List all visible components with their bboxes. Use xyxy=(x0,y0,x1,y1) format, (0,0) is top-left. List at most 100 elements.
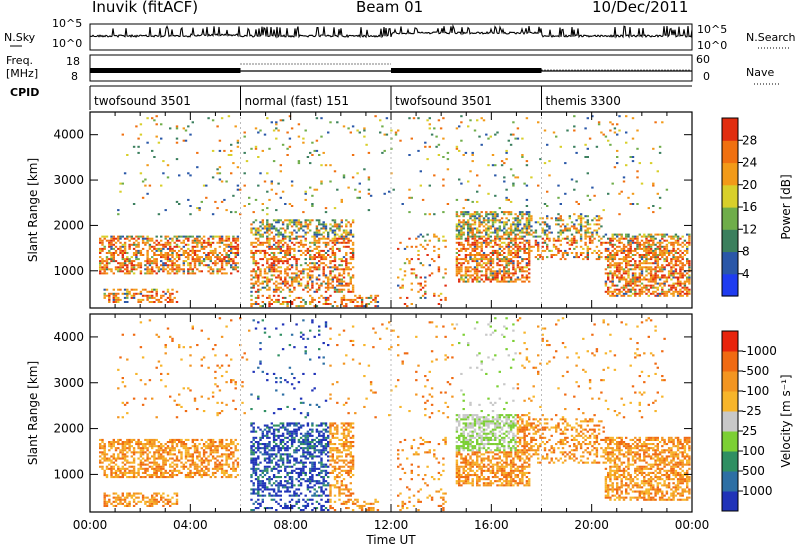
data-cell xyxy=(496,131,499,134)
data-cell xyxy=(135,235,138,238)
data-cell xyxy=(643,247,646,250)
data-cell xyxy=(500,237,504,240)
data-cell xyxy=(178,266,181,269)
data-cell xyxy=(564,162,567,165)
data-cell xyxy=(101,243,104,246)
data-cell xyxy=(509,211,513,214)
data-cell xyxy=(299,254,303,256)
data-cell xyxy=(121,453,124,456)
data-cell xyxy=(546,143,549,146)
data-cell xyxy=(268,254,271,256)
data-cell xyxy=(173,449,176,452)
data-cell xyxy=(157,457,161,460)
data-cell xyxy=(476,241,479,244)
data-cell xyxy=(135,502,138,505)
data-cell xyxy=(103,471,106,474)
data-cell xyxy=(528,231,531,234)
data-cell xyxy=(487,237,490,240)
data-cell xyxy=(297,245,301,248)
data-cell xyxy=(428,127,431,130)
data-cell xyxy=(663,276,666,279)
data-cell xyxy=(223,272,226,275)
data-cell xyxy=(132,243,136,246)
data-cell xyxy=(458,233,461,236)
data-cell xyxy=(507,227,510,230)
data-cell xyxy=(613,266,617,269)
data-cell xyxy=(505,276,508,279)
data-cell xyxy=(525,252,529,254)
data-cell xyxy=(169,127,172,130)
data-cell xyxy=(166,471,170,474)
data-cell xyxy=(496,227,499,230)
data-cell xyxy=(211,262,215,265)
data-cell xyxy=(243,172,246,175)
data-cell xyxy=(277,235,280,238)
data-cell xyxy=(494,235,497,238)
data-cell xyxy=(331,260,334,263)
data-cell xyxy=(455,145,459,148)
data-cell xyxy=(611,264,614,267)
data-cell xyxy=(108,467,111,470)
data-cell xyxy=(309,301,312,303)
data-cell xyxy=(157,453,161,456)
data-cell xyxy=(611,284,614,287)
data-cell xyxy=(191,245,194,248)
data-cell xyxy=(618,241,621,244)
data-cell xyxy=(216,235,219,238)
data-cell xyxy=(683,292,687,295)
data-cell xyxy=(277,276,280,279)
data-cell xyxy=(525,276,529,279)
data-cell xyxy=(670,260,673,263)
data-cell xyxy=(119,241,122,244)
data-cell xyxy=(575,252,578,254)
data-cell xyxy=(110,239,113,242)
data-cell xyxy=(476,119,479,122)
data-cell xyxy=(537,245,540,248)
data-cell xyxy=(616,123,619,126)
data-cell xyxy=(128,260,131,263)
data-cell xyxy=(137,441,140,444)
data-cell xyxy=(333,290,337,293)
data-cell xyxy=(491,266,495,269)
data-cell xyxy=(227,235,231,238)
data-cell xyxy=(302,288,305,291)
data-cell xyxy=(322,296,325,299)
data-cell xyxy=(369,194,373,197)
data-cell xyxy=(683,243,687,246)
data-cell xyxy=(460,249,463,252)
data-cell xyxy=(455,272,459,275)
data-cell xyxy=(652,237,655,240)
data-cell xyxy=(189,476,192,479)
data-cell xyxy=(272,268,276,271)
data-cell xyxy=(121,292,124,295)
data-cell xyxy=(458,272,461,275)
data-cell xyxy=(157,449,161,452)
data-cell xyxy=(496,249,499,252)
data-cell xyxy=(512,221,515,224)
data-cell xyxy=(480,266,483,269)
data-cell xyxy=(160,471,163,474)
data-cell xyxy=(250,305,253,308)
data-cell xyxy=(218,461,222,464)
data-cell xyxy=(509,239,513,242)
data-cell xyxy=(505,260,508,263)
data-cell xyxy=(207,256,210,259)
data-cell xyxy=(108,301,111,303)
data-cell xyxy=(597,121,601,124)
data-cell xyxy=(686,241,689,244)
data-cell xyxy=(315,227,319,230)
data-cell xyxy=(410,245,413,248)
data-cell xyxy=(645,239,648,242)
data-cell xyxy=(329,274,332,277)
data-cell xyxy=(530,176,533,179)
data-cell xyxy=(597,239,601,242)
data-cell xyxy=(442,235,445,238)
data-cell xyxy=(254,249,258,252)
data-cell xyxy=(211,272,215,275)
data-cell xyxy=(403,270,407,273)
data-cell xyxy=(169,243,172,246)
data-cell xyxy=(187,264,190,267)
data-cell xyxy=(446,203,450,205)
data-cell xyxy=(318,268,321,271)
